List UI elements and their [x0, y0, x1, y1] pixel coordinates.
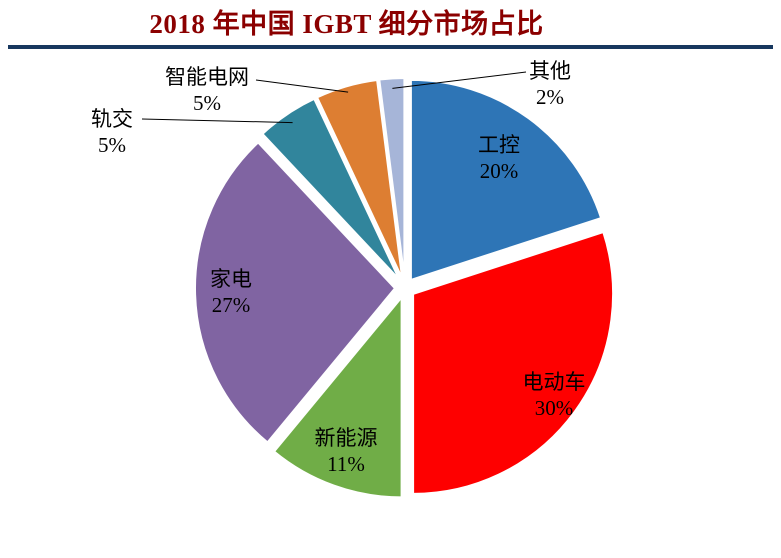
chart-title: 2018 年中国 IGBT 细分市场占比 [149, 9, 544, 39]
pie-label-家电: 家电 27% [210, 267, 252, 317]
chart-header: 2018 年中国 IGBT 细分市场占比 [0, 0, 781, 50]
pie-label-轨交: 轨交 5% [91, 107, 133, 157]
title-underline [8, 45, 773, 50]
pie-slice-轨交 [261, 97, 401, 281]
pie-slice-智能电网 [316, 79, 404, 280]
leader-line-智能电网 [255, 79, 349, 93]
pie-label-电动车: 电动车 30% [523, 370, 586, 420]
pie-label-智能电网: 智能电网 5% [165, 65, 249, 115]
leader-line-轨交 [141, 118, 293, 124]
leader-line-其他 [392, 71, 527, 89]
pie-slice-家电 [193, 141, 396, 444]
pie-slice-新能源 [273, 296, 403, 499]
pie-label-其他: 其他 2% [529, 59, 571, 109]
pie-slice-电动车 [412, 231, 615, 495]
pie-label-工控: 工控 20% [478, 133, 520, 183]
pie-slice-工控 [409, 78, 603, 281]
pie-label-新能源: 新能源 11% [315, 426, 378, 476]
pie-slice-其他 [378, 77, 406, 279]
